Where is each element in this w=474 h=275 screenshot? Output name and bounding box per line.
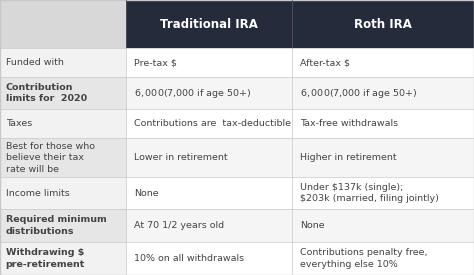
Bar <box>126 242 292 275</box>
Bar <box>292 0 474 48</box>
Text: Contribution
limits for  2020: Contribution limits for 2020 <box>6 83 87 103</box>
Bar <box>0 138 126 177</box>
Bar <box>292 209 474 242</box>
Bar <box>292 77 474 109</box>
Text: At 70 1/2 years old: At 70 1/2 years old <box>134 221 224 230</box>
Text: None: None <box>134 189 159 197</box>
Bar <box>0 209 126 242</box>
Bar <box>126 138 292 177</box>
Bar <box>126 109 292 138</box>
Bar <box>0 109 126 138</box>
Text: None: None <box>300 221 325 230</box>
Bar <box>126 77 292 109</box>
Text: Roth IRA: Roth IRA <box>354 18 412 31</box>
Bar <box>0 177 126 209</box>
Text: Funded with: Funded with <box>6 58 64 67</box>
Text: After-tax $: After-tax $ <box>300 58 350 67</box>
Text: Required minimum
distributions: Required minimum distributions <box>6 215 107 236</box>
Text: Traditional IRA: Traditional IRA <box>160 18 257 31</box>
Text: Lower in retirement: Lower in retirement <box>134 153 228 162</box>
Text: Income limits: Income limits <box>6 189 69 197</box>
Bar <box>292 138 474 177</box>
Bar <box>292 109 474 138</box>
Bar <box>292 48 474 77</box>
Text: Higher in retirement: Higher in retirement <box>300 153 397 162</box>
Bar <box>0 0 126 48</box>
Bar <box>0 48 126 77</box>
Bar <box>126 48 292 77</box>
Bar <box>292 242 474 275</box>
Text: Withdrawing $
pre-retirement: Withdrawing $ pre-retirement <box>6 248 85 269</box>
Text: $6,000 ($7,000 if age 50+): $6,000 ($7,000 if age 50+) <box>300 87 418 100</box>
Bar <box>126 177 292 209</box>
Bar <box>0 77 126 109</box>
Text: Tax-free withdrawals: Tax-free withdrawals <box>300 119 398 128</box>
Bar <box>292 177 474 209</box>
Text: Pre-tax $: Pre-tax $ <box>134 58 177 67</box>
Text: 10% on all withdrawals: 10% on all withdrawals <box>134 254 244 263</box>
Bar <box>0 242 126 275</box>
Text: Taxes: Taxes <box>6 119 32 128</box>
Bar <box>126 0 292 48</box>
Bar <box>126 209 292 242</box>
Text: $6,000 ($7,000 if age 50+): $6,000 ($7,000 if age 50+) <box>134 87 252 100</box>
Text: Contributions penalty free,
everything else 10%: Contributions penalty free, everything e… <box>300 248 428 269</box>
Text: Under $137k (single);
$203k (married, filing jointly): Under $137k (single); $203k (married, fi… <box>300 183 439 203</box>
Text: Best for those who
believe their tax
rate will be: Best for those who believe their tax rat… <box>6 142 95 174</box>
Text: Contributions are  tax-deductible: Contributions are tax-deductible <box>134 119 291 128</box>
